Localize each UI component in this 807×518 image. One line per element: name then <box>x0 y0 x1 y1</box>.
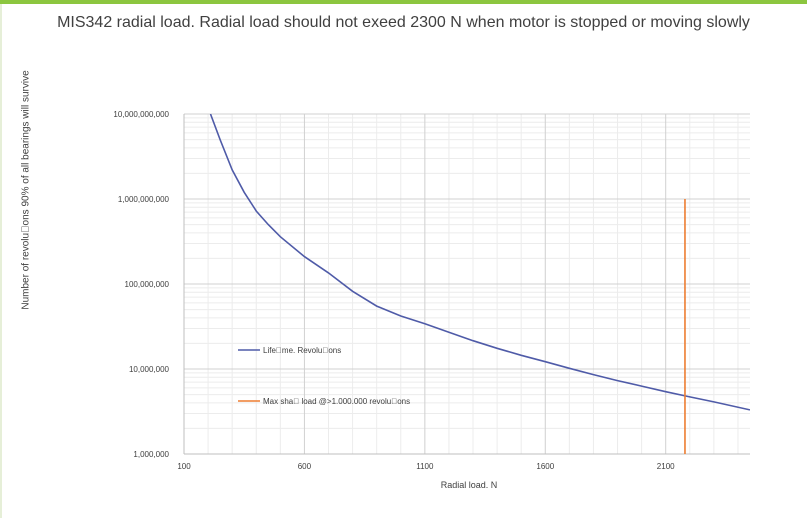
y-tick-label: 1,000,000,000 <box>118 195 170 204</box>
x-tick-label: 2100 <box>657 462 675 471</box>
x-tick-label: 100 <box>177 462 191 471</box>
top-accent-bar <box>0 0 807 4</box>
y-tick-label: 10,000,000,000 <box>113 110 169 119</box>
x-tick-label: 600 <box>298 462 312 471</box>
y-tick-label: 10,000,000 <box>129 365 170 374</box>
x-tick-label: 1100 <box>416 462 434 471</box>
legend-item-max-shaft-load: Max sha  load @>1.000.000 revolu ons <box>238 397 410 406</box>
legend-label: Max sha  load @>1.000.000 revolu ons <box>263 397 410 406</box>
series-line-lifetime-revolutions <box>209 114 750 411</box>
y-tick-label: 100,000,000 <box>125 280 170 289</box>
left-border <box>0 4 2 518</box>
legend-item-lifetime-revolutions: Life me. Revolu ons <box>238 346 341 355</box>
y-tick-label: 1,000,000 <box>133 450 169 459</box>
chart-title: MIS342 radial load. Radial load should n… <box>57 14 750 31</box>
x-tick-label: 1600 <box>536 462 554 471</box>
grid-lines <box>183 113 750 455</box>
legend-label: Life me. Revolu ons <box>263 346 341 355</box>
x-axis-label: Radial load. N <box>441 480 498 490</box>
